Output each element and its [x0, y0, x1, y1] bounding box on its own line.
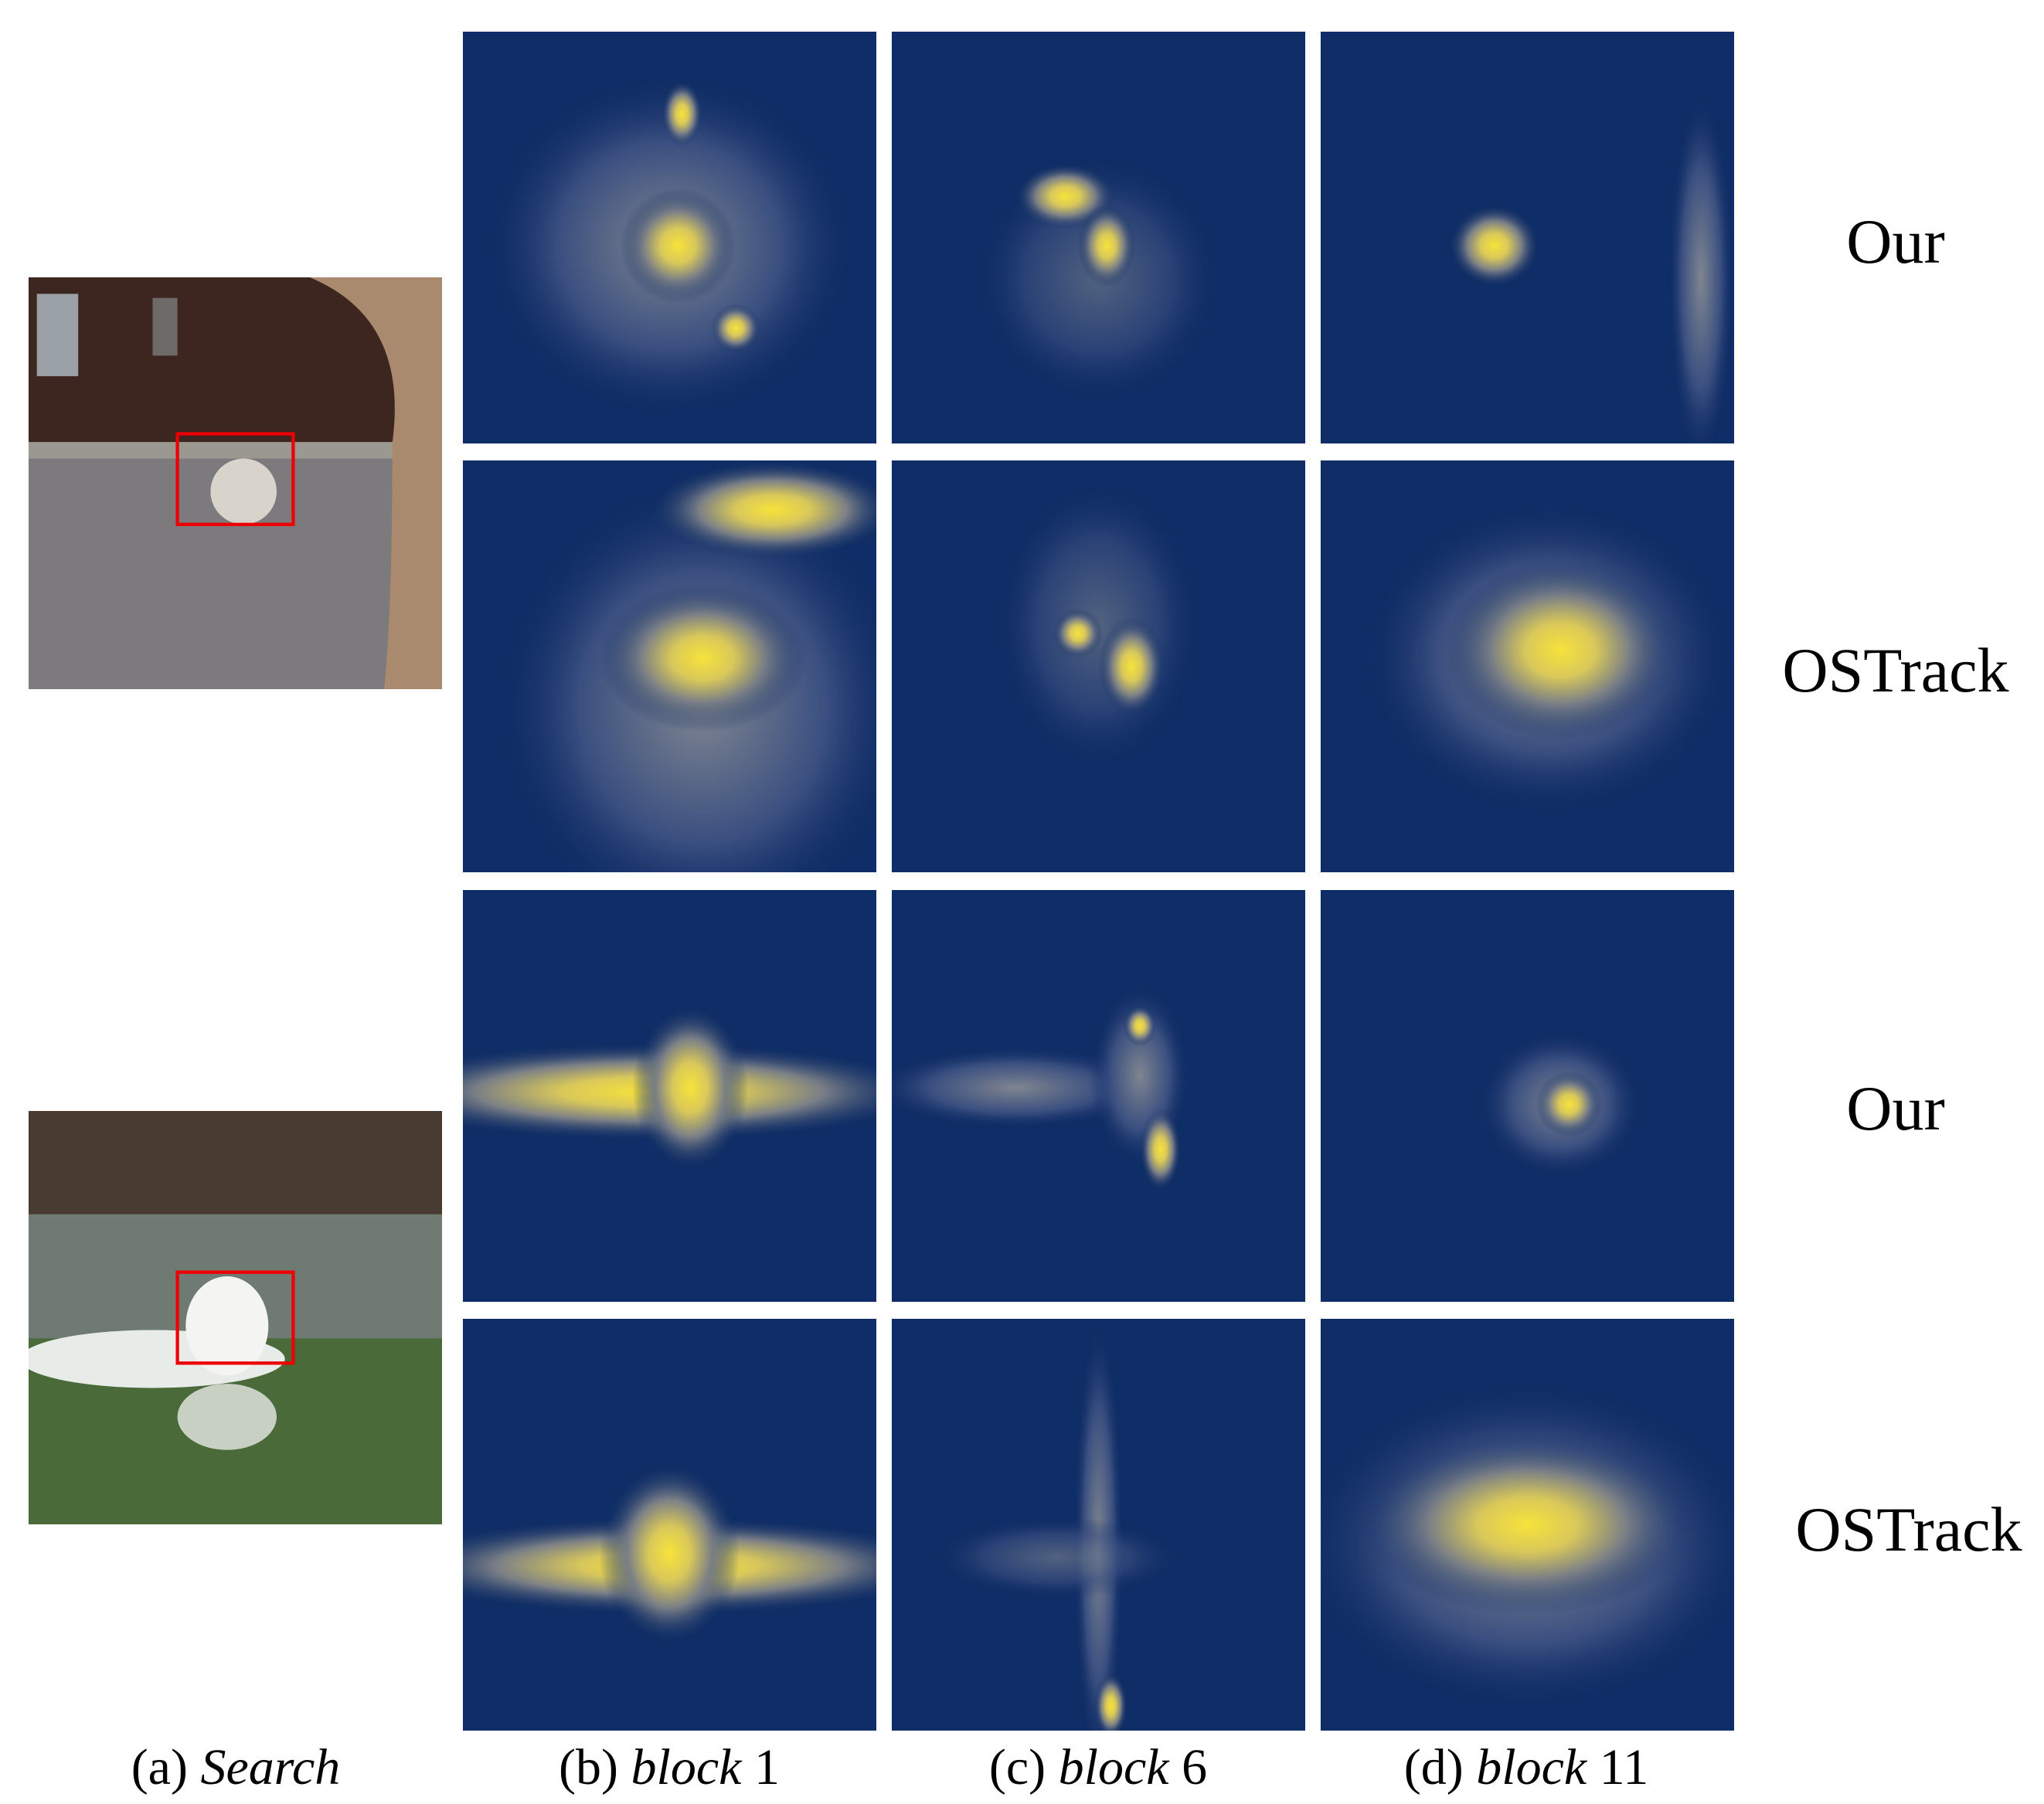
heatmap: [1321, 32, 1734, 443]
caption-label: (b): [559, 1739, 619, 1796]
caption: (b) block 1: [559, 1738, 780, 1797]
heatmap: [892, 890, 1305, 1302]
caption-label: (a): [131, 1739, 188, 1796]
heatmap: [892, 1319, 1305, 1731]
row-label: OSTrack: [1782, 635, 2009, 705]
caption-text: block: [1058, 1739, 1169, 1796]
search-image: [29, 1111, 442, 1524]
heatmap: [463, 1319, 876, 1731]
row-label: Our: [1846, 206, 1945, 277]
caption-number: 1: [753, 1739, 780, 1796]
caption: (d) block 11: [1404, 1738, 1648, 1797]
heatmap: [463, 890, 876, 1302]
heatmap: [892, 32, 1305, 443]
caption-label: (d): [1403, 1739, 1464, 1796]
caption-number: 6: [1182, 1739, 1208, 1796]
caption-number: 11: [1599, 1739, 1649, 1796]
search-image: [29, 277, 442, 689]
row-label: OSTrack: [1795, 1494, 2022, 1564]
heatmap: [892, 460, 1305, 872]
heatmap: [463, 32, 876, 443]
heatmap: [463, 460, 876, 872]
caption-label: (c): [988, 1739, 1046, 1796]
heatmap: [1321, 890, 1734, 1302]
heatmap: [1321, 460, 1734, 872]
caption-text: block: [631, 1739, 742, 1796]
caption: (a) Search: [131, 1738, 341, 1797]
heatmap: [1321, 1319, 1734, 1731]
caption: (c) block 6: [989, 1738, 1207, 1797]
caption-text: block: [1476, 1739, 1587, 1796]
caption-text: Search: [200, 1739, 341, 1796]
row-label: Our: [1846, 1073, 1945, 1143]
